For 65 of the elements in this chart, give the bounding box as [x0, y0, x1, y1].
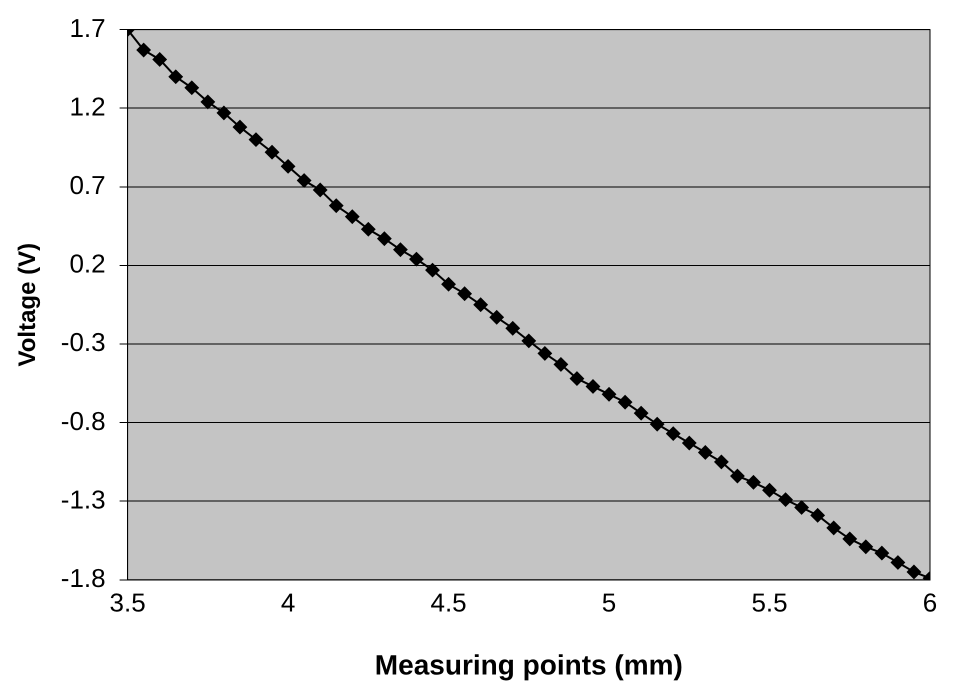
- point: [538, 346, 552, 360]
- point: [393, 242, 408, 257]
- point: [778, 492, 793, 507]
- point: [890, 556, 905, 570]
- point: [650, 417, 664, 432]
- point: [184, 80, 199, 95]
- point: [168, 70, 183, 84]
- y-tick-label: 0.7: [69, 170, 106, 200]
- y-axis-title: Voltage (V): [14, 242, 42, 366]
- point: [506, 321, 520, 336]
- point: [874, 546, 889, 560]
- point: [586, 379, 600, 394]
- point: [377, 232, 392, 246]
- x-tick-label: 3.5: [110, 588, 146, 618]
- point: [634, 406, 648, 420]
- point: [602, 387, 616, 402]
- y-tick-label: 0.2: [69, 248, 106, 279]
- point: [409, 252, 424, 266]
- point: [794, 500, 809, 514]
- point: [216, 106, 231, 120]
- y-tick-label: 1.7: [69, 12, 106, 43]
- point: [232, 120, 247, 134]
- point: [554, 357, 568, 372]
- point: [136, 43, 151, 58]
- point: [842, 532, 857, 546]
- point: [906, 564, 921, 579]
- point: [265, 145, 280, 160]
- y-tick-label: -1.8: [60, 562, 106, 593]
- y-tick-label: -0.8: [60, 406, 106, 436]
- point: [810, 508, 825, 522]
- point: [458, 286, 472, 301]
- point: [426, 263, 440, 278]
- point: [200, 94, 215, 109]
- point: [522, 334, 536, 348]
- point: [442, 277, 456, 292]
- point: [313, 182, 328, 197]
- point: [474, 298, 488, 312]
- y-tick-label: -1.3: [60, 484, 106, 514]
- point: [297, 174, 312, 188]
- point: [714, 454, 728, 469]
- x-tick-label: 5: [602, 588, 616, 618]
- point: [746, 475, 760, 490]
- point: [666, 426, 680, 441]
- point: [618, 395, 632, 410]
- x-tick-label: 4: [280, 588, 296, 618]
- point: [361, 222, 376, 236]
- point: [490, 310, 504, 324]
- point: [682, 436, 696, 450]
- point: [730, 469, 744, 484]
- point: [248, 132, 263, 147]
- y-tick-label: 1.2: [69, 91, 106, 122]
- x-tick-label: 4.5: [430, 588, 467, 618]
- point: [570, 372, 584, 386]
- point: [329, 198, 344, 213]
- point: [152, 52, 167, 66]
- point: [858, 540, 873, 554]
- x-tick-label: 5.5: [751, 588, 788, 618]
- point: [826, 520, 841, 535]
- point: [345, 210, 360, 224]
- point: [281, 159, 296, 174]
- point: [762, 483, 777, 498]
- x-axis-title: Measuring points (mm): [374, 650, 683, 681]
- y-tick-label: -0.3: [60, 327, 106, 358]
- point: [698, 445, 712, 460]
- x-tick-label: 6: [922, 588, 938, 618]
